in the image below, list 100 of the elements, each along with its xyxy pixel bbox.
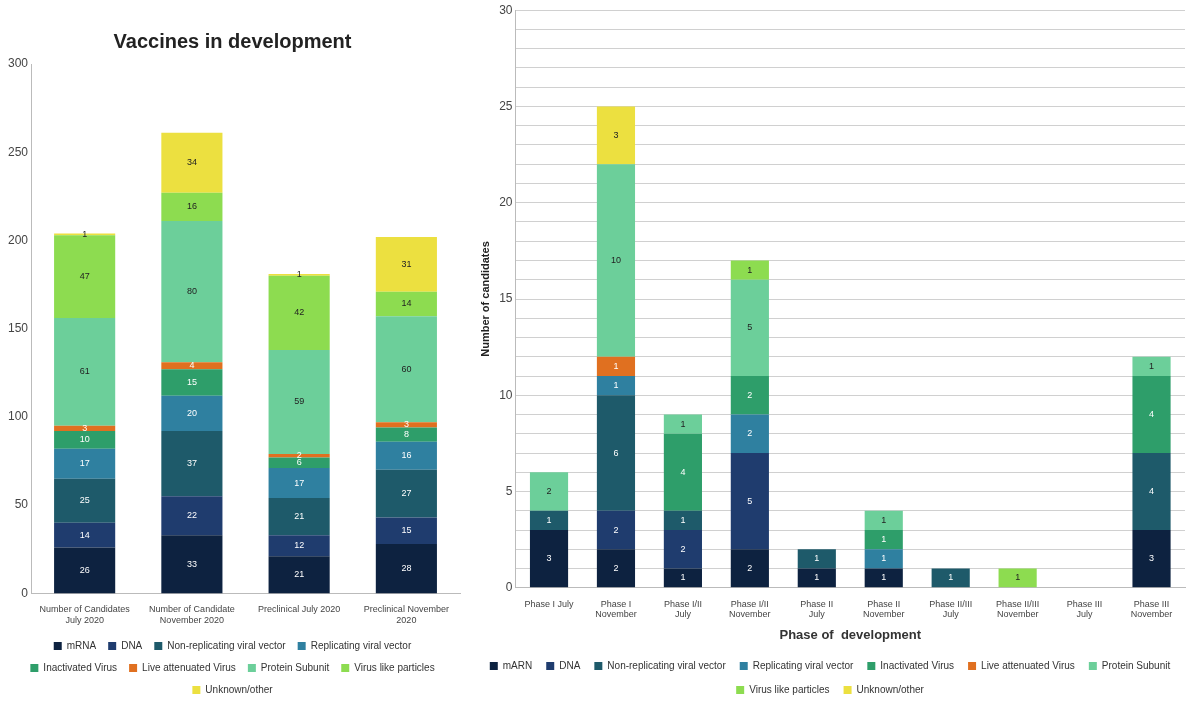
bar: [54, 448, 116, 479]
legend-label: Unknown/other: [205, 683, 274, 695]
bar: [663, 414, 702, 434]
data-label: 17: [294, 477, 305, 488]
x-tick-label: Phase III July: [1066, 598, 1103, 620]
data-label: 1: [948, 572, 954, 583]
data-label: 14: [401, 298, 412, 309]
y-tick-label: 10: [499, 387, 513, 402]
bar: [375, 427, 437, 442]
bar: [268, 349, 330, 454]
bar: [797, 568, 836, 588]
data-label: 14: [79, 529, 90, 540]
data-label: 3: [82, 422, 88, 433]
y-tick-label: 150: [7, 321, 29, 336]
data-label: 37: [186, 458, 197, 469]
bar: [161, 496, 223, 536]
bar: [375, 422, 437, 428]
data-label: 47: [79, 271, 90, 282]
bar: [54, 547, 116, 594]
bar: [596, 356, 636, 377]
x-tick-label: Preclinical July 2020: [258, 604, 341, 615]
chart-title: Vaccines in development: [113, 29, 352, 52]
bar: [663, 510, 702, 531]
data-label: 2: [747, 389, 753, 400]
data-label: 1: [1149, 360, 1155, 371]
data-label: 1: [881, 514, 887, 525]
data-label: 2: [613, 562, 619, 573]
data-label: 3: [546, 553, 552, 564]
legend-label: Virus like particles: [749, 683, 830, 695]
bar: [797, 549, 836, 569]
bar: [268, 275, 330, 350]
bar: [1132, 453, 1171, 531]
bar: [1132, 356, 1171, 377]
data-label: 26: [79, 564, 90, 575]
data-label: 15: [186, 377, 197, 388]
data-label: 1: [680, 514, 686, 525]
y-axis-title: Number of candidates: [478, 241, 491, 357]
legend-label: Unknown/other: [856, 683, 925, 695]
bar: [161, 221, 223, 363]
bar: [375, 517, 437, 544]
data-label: 1: [881, 553, 887, 564]
bar: [730, 279, 769, 377]
x-tick-label: Preclinical November 2020: [363, 604, 449, 626]
data-label: 1: [881, 572, 887, 583]
legend-label: DNA: [559, 659, 581, 671]
data-label: 1: [881, 534, 887, 545]
bar: [529, 530, 569, 588]
data-label: 1: [613, 380, 619, 391]
bar: [161, 132, 223, 193]
bar: [268, 453, 330, 458]
data-label: 34: [186, 157, 197, 168]
legend-label: mRNA: [66, 639, 97, 651]
x-tick-label: Phase II July: [800, 598, 834, 620]
legend-label: Non-replicating viral vector: [607, 659, 727, 671]
bar: [54, 522, 116, 548]
bar: [375, 236, 437, 292]
data-label: 1: [82, 228, 88, 239]
data-label: 60: [401, 363, 412, 374]
data-label: 6: [613, 447, 619, 458]
data-label: 20: [186, 407, 197, 418]
legend-label: Replicating viral vector: [752, 659, 854, 671]
data-label: 21: [294, 569, 305, 580]
data-label: 28: [401, 563, 412, 574]
bar: [375, 469, 437, 518]
bar: [375, 291, 437, 317]
data-label: 1: [680, 418, 686, 429]
bar: [268, 468, 330, 499]
y-tick-label: 50: [14, 497, 29, 512]
x-tick-label: Phase III November: [1130, 598, 1173, 620]
data-label: 5: [747, 322, 753, 333]
data-label: 2: [747, 562, 753, 573]
bar: [54, 478, 116, 523]
bar: [268, 535, 330, 557]
bar: [54, 235, 116, 319]
data-label: 31: [401, 258, 412, 269]
data-label: 61: [79, 366, 90, 377]
data-label: 25: [79, 495, 90, 506]
data-label: 3: [613, 129, 619, 140]
data-label: 33: [186, 558, 197, 569]
data-label: 1: [546, 514, 552, 525]
data-label: 1: [814, 553, 820, 564]
data-label: 21: [294, 511, 305, 522]
x-tick-label: Phase I November: [595, 598, 637, 620]
bar: [864, 568, 903, 588]
legend-label: Live attenuated Virus: [142, 661, 236, 673]
data-label: 16: [186, 201, 197, 212]
data-label: 12: [294, 540, 305, 551]
bar: [161, 362, 223, 370]
data-label: 1: [296, 269, 302, 280]
legend-label: DNA: [121, 639, 143, 651]
data-label: 1: [1015, 572, 1021, 583]
bar: [375, 316, 437, 423]
x-tick-label: Number of Candidates July 2020: [39, 604, 131, 626]
bar: [268, 556, 330, 594]
legend-label: Non-replicating viral vector: [167, 639, 287, 651]
data-label: 4: [1149, 409, 1155, 419]
bar: [596, 395, 636, 511]
bar: [596, 549, 636, 588]
y-tick-label: 0: [21, 585, 29, 600]
data-label: 2: [680, 543, 686, 554]
